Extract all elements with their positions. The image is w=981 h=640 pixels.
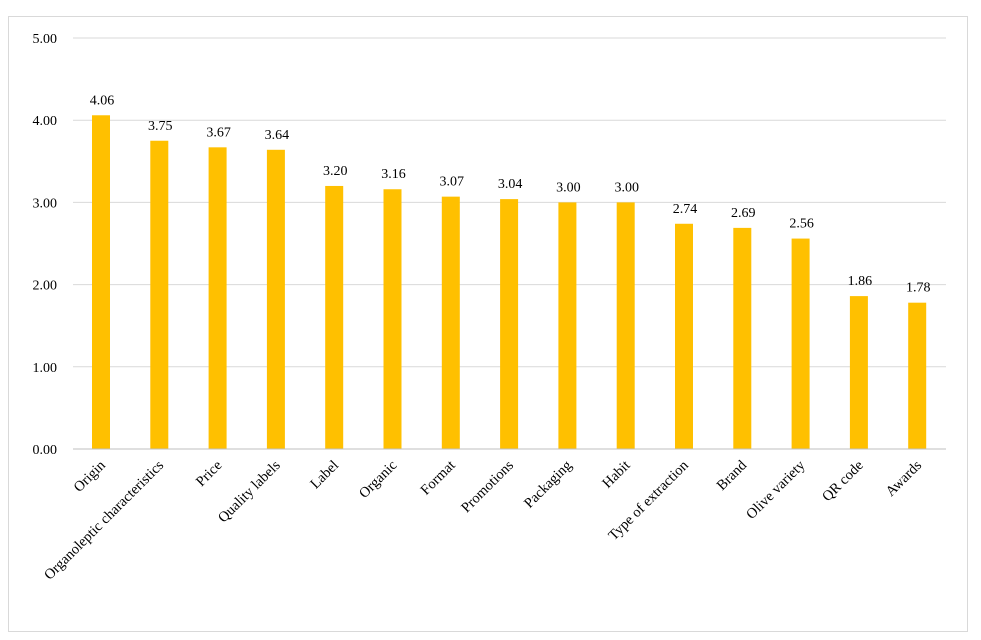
x-category-label: Origin bbox=[71, 457, 110, 496]
bar bbox=[92, 115, 110, 449]
x-category-label: Label bbox=[307, 458, 342, 493]
y-tick-label: 4.00 bbox=[33, 114, 58, 129]
x-category-label: Promotions bbox=[458, 457, 517, 516]
data-label: 1.78 bbox=[906, 281, 931, 296]
data-label: 3.00 bbox=[614, 180, 639, 195]
bar bbox=[791, 238, 810, 449]
bar bbox=[558, 202, 577, 449]
x-category-label: Quality labels bbox=[215, 457, 284, 526]
bar bbox=[208, 147, 227, 450]
bar bbox=[616, 202, 635, 449]
bar bbox=[849, 296, 868, 449]
data-label: 2.69 bbox=[731, 206, 756, 221]
data-label: 2.74 bbox=[673, 202, 698, 217]
y-tick-label: 3.00 bbox=[33, 196, 58, 211]
x-category-label: Organoleptic characteristics bbox=[41, 457, 167, 583]
data-label: 2.56 bbox=[789, 217, 814, 232]
bar bbox=[675, 223, 693, 449]
data-label: 3.00 bbox=[556, 180, 581, 195]
x-category-label: Format bbox=[418, 458, 459, 499]
data-label: 3.16 bbox=[381, 167, 406, 182]
bar bbox=[733, 227, 752, 449]
y-tick-label: 0.00 bbox=[33, 443, 58, 458]
bar bbox=[266, 149, 285, 450]
y-tick-label: 1.00 bbox=[33, 361, 58, 376]
data-label: 3.67 bbox=[206, 125, 231, 140]
bar bbox=[383, 189, 402, 450]
data-label: 3.64 bbox=[265, 128, 290, 143]
y-tick-label: 5.00 bbox=[33, 32, 58, 47]
x-category-label: Brand bbox=[714, 457, 751, 494]
bar bbox=[150, 140, 169, 449]
x-category-label: Olive variety bbox=[743, 457, 809, 523]
data-label: 3.07 bbox=[440, 175, 465, 190]
y-tick-label: 2.00 bbox=[33, 279, 58, 294]
data-label: 3.75 bbox=[148, 119, 173, 134]
data-label: 1.86 bbox=[848, 274, 873, 289]
bar bbox=[908, 302, 927, 449]
x-category-label: Packaging bbox=[521, 458, 575, 512]
data-label: 3.20 bbox=[323, 164, 348, 179]
x-category-label: Awards bbox=[883, 457, 926, 500]
bar bbox=[441, 196, 460, 449]
x-category-label: Price bbox=[193, 458, 225, 490]
bar bbox=[500, 199, 519, 449]
data-label: 4.06 bbox=[90, 93, 115, 108]
x-category-label: QR code bbox=[819, 458, 866, 505]
x-category-label: Habit bbox=[599, 458, 633, 492]
bar bbox=[325, 185, 344, 449]
x-category-label: Organic bbox=[356, 458, 400, 502]
data-label: 3.04 bbox=[498, 177, 523, 192]
